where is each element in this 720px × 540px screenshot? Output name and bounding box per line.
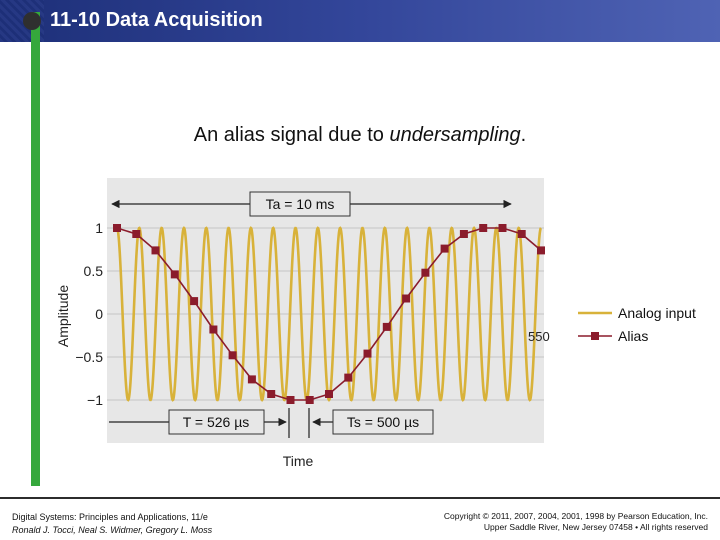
ts-label-box [332, 409, 434, 435]
figure-caption: An alias signal due to undersampling. [0, 124, 720, 147]
legend-alias-label: Alias [618, 328, 648, 344]
alias-sample-point [228, 351, 237, 360]
alias-sample-point [498, 224, 507, 232]
alias-sample-point [344, 373, 353, 382]
y-tick-label: −0.5 [75, 349, 103, 365]
y-tick-label: 0 [95, 306, 103, 322]
slide-title: 11-10 Data Acquisition [50, 9, 263, 31]
y-tick-label: 0.5 [84, 263, 104, 279]
alias-sample-point [170, 270, 179, 279]
y-axis-label: Amplitude [55, 285, 71, 347]
y-tick-label: 1 [95, 220, 103, 236]
alias-sample-point [113, 224, 121, 232]
alias-sample-point [459, 230, 468, 238]
plot-background [107, 178, 544, 443]
alias-sample-point [267, 390, 276, 398]
caption-emphasis: undersampling [389, 124, 521, 146]
footer-rule [0, 497, 720, 499]
t-label: T = 526 µs [183, 414, 250, 430]
green-accent-strip [31, 12, 40, 486]
alias-sample-point [440, 244, 449, 253]
alias-sample-point [382, 322, 391, 331]
ts-label: Ts = 500 µs [347, 414, 419, 430]
footer-left: Digital Systems: Principles and Applicat… [12, 511, 212, 537]
alias-sample-point [190, 297, 199, 306]
publisher-line: Upper Saddle River, New Jersey 07458 • A… [483, 522, 708, 532]
alias-sample-point [537, 246, 545, 255]
alias-sample-point [363, 349, 372, 358]
caption-prefix: An alias signal due to [193, 124, 390, 146]
alias-sample-point [132, 230, 141, 238]
x-axis-label: Time [283, 453, 314, 469]
alias-sample-point [247, 375, 256, 384]
legend-analog-label: Analog input [618, 305, 696, 321]
alias-sample-point [209, 325, 218, 334]
edge-label: 550 [528, 329, 550, 344]
alias-sample-point [325, 390, 333, 398]
analog-input-line [116, 226, 542, 402]
bullet-icon [23, 12, 41, 30]
ta-label-box [249, 191, 351, 217]
alias-sample-point [421, 268, 430, 277]
copyright-line: Copyright © 2011, 2007, 2004, 2001, 1998… [443, 511, 708, 521]
ta-label: Ta = 10 ms [266, 196, 335, 212]
y-tick-label: −1 [87, 392, 103, 408]
alias-sample-point [479, 224, 488, 232]
alias-sample-point [305, 396, 314, 404]
caption-suffix: . [520, 124, 527, 146]
book-authors: Ronald J. Tocci, Neal S. Widmer, Gregory… [12, 525, 213, 535]
t-label-box [168, 409, 265, 435]
alias-sample-point [151, 246, 160, 255]
alias-sample-point [402, 294, 411, 303]
legend-alias-marker [591, 332, 599, 340]
footer-right: Copyright © 2011, 2007, 2004, 2001, 1998… [444, 511, 708, 533]
alias-sample-point [517, 230, 526, 238]
book-title: Digital Systems: Principles and Applicat… [12, 512, 208, 522]
alias-sample-point [286, 396, 295, 404]
